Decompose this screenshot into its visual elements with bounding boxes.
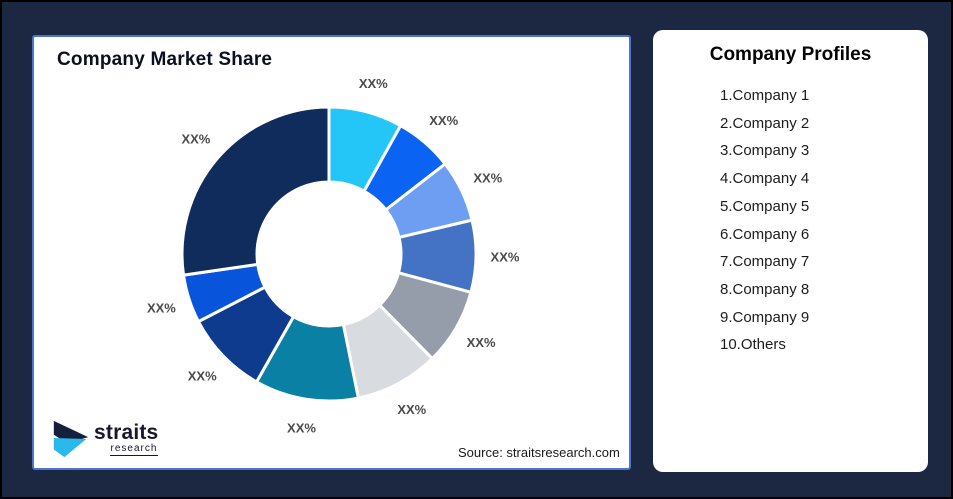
straits-arrow-icon — [53, 420, 89, 458]
slice-label: XX% — [467, 335, 496, 350]
donut-chart: XX% XX% XX% XX% XX% XX% XX% XX% XX% XX% — [147, 76, 520, 435]
logo-subtext: research — [109, 442, 159, 456]
profile-item: 3.Company 3 — [720, 142, 810, 160]
logo-words: straits research — [94, 420, 159, 456]
slice-label: XX% — [147, 300, 176, 315]
logo-text: straits — [94, 420, 159, 444]
chart-title: Company Market Share — [57, 49, 273, 70]
slice-label: XX% — [287, 420, 316, 435]
profile-item: 10.Others — [720, 336, 786, 354]
profile-item: 7.Company 7 — [720, 253, 810, 271]
slice-label: XX% — [491, 249, 520, 264]
market-share-card: Company Market Share XX% XX% XX% XX% XX% XX% X… — [32, 35, 631, 470]
slice-label: XX% — [473, 171, 502, 186]
profile-item: 1.Company 1 — [720, 87, 810, 104]
profile-item: 2.Company 2 — [720, 114, 810, 132]
profile-item: 5.Company 5 — [720, 197, 810, 215]
profile-item: 9.Company 9 — [720, 308, 810, 326]
donut-slice — [180, 105, 331, 277]
company-logo: straits research — [50, 418, 159, 460]
profiles-card: Company Profiles 1.Company 1 2.Company 2 3… — [653, 30, 928, 472]
profiles-title: Company Profiles — [709, 44, 872, 65]
slice-label: XX% — [188, 369, 217, 384]
profile-item: 6.Company 6 — [720, 225, 810, 243]
source-text: Source: straitsresearch.com — [458, 445, 620, 460]
slice-label: XX% — [429, 113, 458, 128]
profiles-list: 1.Company 1 2.Company 2 3.Company 3 4.Compa… — [653, 82, 928, 359]
profile-item: 4.Company 4 — [720, 170, 810, 188]
slice-label: XX% — [359, 76, 388, 91]
slice-label: XX% — [397, 402, 426, 417]
slice-label: XX% — [181, 131, 210, 146]
profile-item: 8.Company 8 — [720, 280, 810, 298]
